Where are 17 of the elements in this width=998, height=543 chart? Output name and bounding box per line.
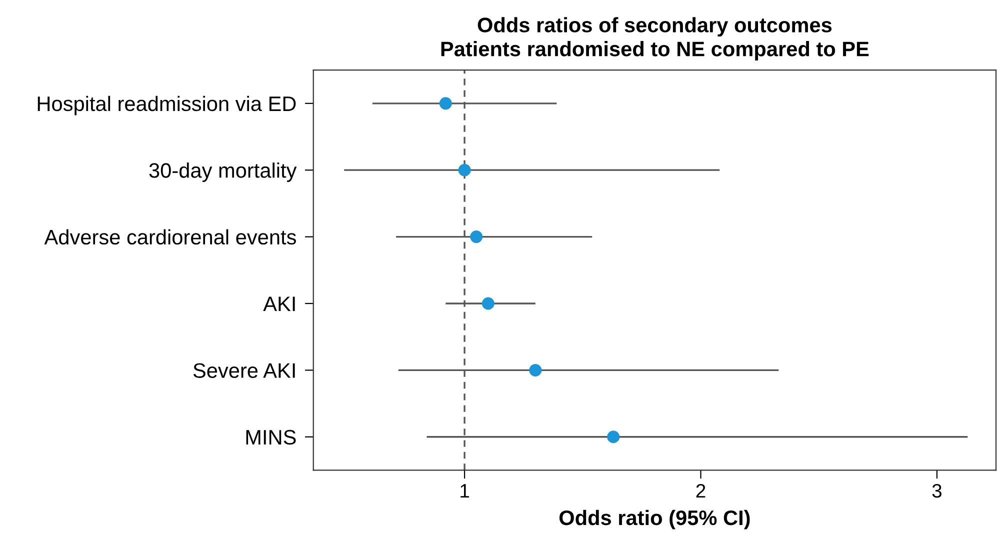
y-tick-label: MINS — [246, 430, 296, 445]
point — [439, 97, 452, 110]
y-tick-label: AKI — [263, 296, 295, 312]
point — [482, 297, 494, 310]
x-axis-title: Odds ratio (95% CI) — [559, 510, 750, 530]
point — [607, 430, 620, 444]
y-tick-label: Hospital readmission via ED — [38, 96, 296, 116]
x-tick-label: 2 — [696, 484, 706, 498]
chart-title: Odds ratios of secondary outcomes Patients randomised to NE compared to PE — [441, 17, 869, 60]
point — [470, 230, 483, 244]
x-tick-label: 3 — [932, 484, 942, 498]
x-tick-label: 1 — [460, 484, 469, 498]
y-tick-label: 30-day mortality — [149, 162, 297, 182]
y-tick-label: Adverse cardiorenal events — [44, 229, 296, 245]
point — [458, 164, 471, 176]
point — [529, 364, 542, 376]
y-tick-label: Severe AKI — [193, 363, 295, 378]
